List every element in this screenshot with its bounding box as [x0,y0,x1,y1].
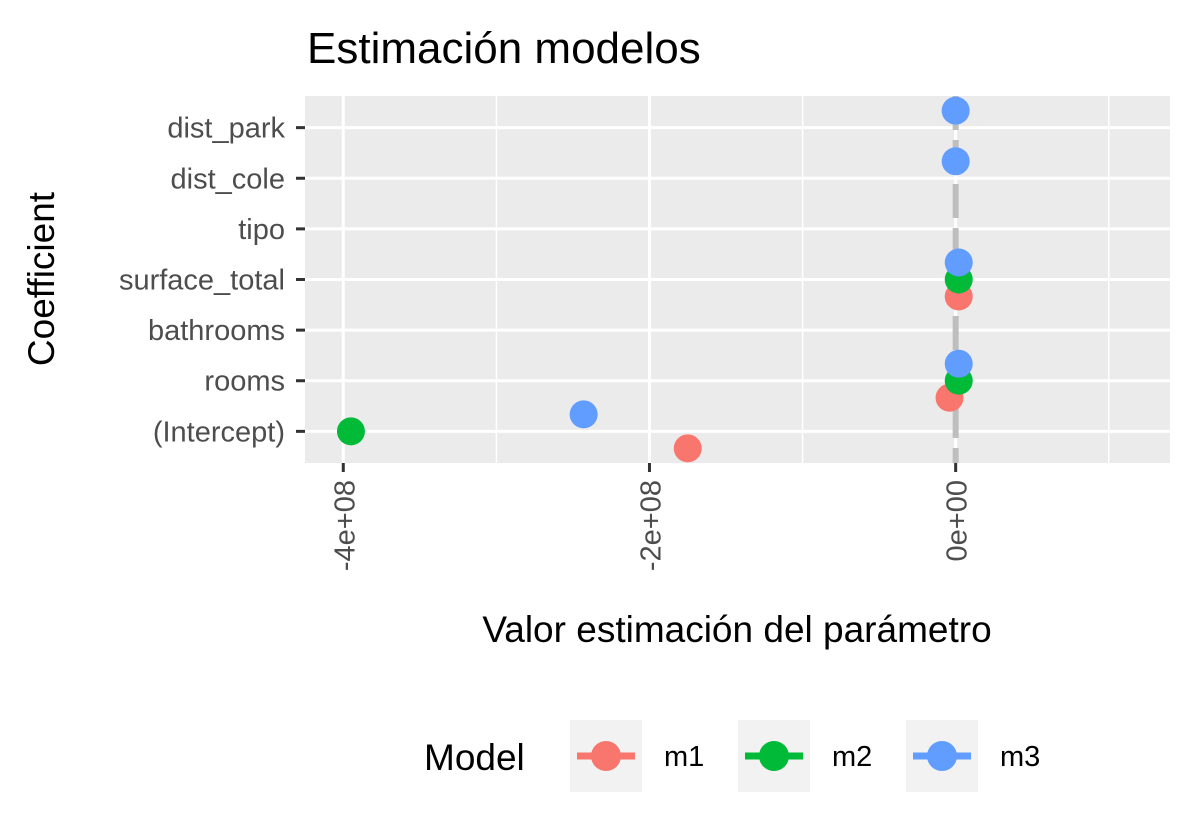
point-m3-intercept [569,400,598,429]
x-axis-label: Valor estimación del parámetro [482,609,991,650]
legend-label-m1: m1 [664,741,704,773]
y-tick-label: bathrooms [148,315,285,347]
y-axis-label: Coefficient [21,191,62,366]
x-tick-label: -4e+08 [329,480,361,571]
x-tick-label: -2e+08 [635,480,667,571]
y-tick-label: dist_park [167,113,285,145]
x-tick-label: 0e+00 [942,480,974,561]
point-m3-rooms [944,349,973,378]
point-m3-dist_park [941,96,970,125]
y-tick-label: rooms [204,366,285,398]
y-tick-label: (Intercept) [153,416,285,448]
chart-title: Estimación modelos [307,24,701,73]
legend: Model m1 m2 m3 [424,720,1040,792]
legend-label-m3: m3 [1000,741,1040,773]
y-tick-label: surface_total [119,265,285,297]
point-m3-dist_cole [941,147,970,176]
point-m3-surface_total [944,248,973,277]
legend-marker-m2 [759,741,789,771]
y-tick-label: dist_cole [171,163,285,195]
legend-label-m2: m2 [832,741,872,773]
major-gridlines [305,96,1170,463]
point-m1-intercept [673,434,702,463]
data-points [336,96,973,463]
legend-title: Model [424,737,525,778]
legend-marker-m3 [927,741,957,771]
legend-marker-m1 [591,741,621,771]
y-tick-label: tipo [238,214,285,246]
y-axis: (Intercept) rooms bathrooms surface_total ti… [119,113,305,448]
point-m2-intercept [336,417,365,446]
